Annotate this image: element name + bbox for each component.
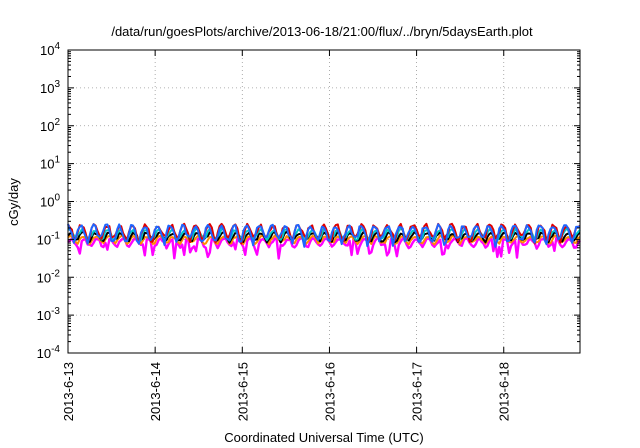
x-axis-label: Coordinated Universal Time (UTC) (224, 430, 423, 445)
y-axis-label: cGy/day (6, 178, 21, 226)
y-tick-label: 10-1 (37, 230, 61, 247)
x-axis: 2013-6-13 2013-6-14 2013-6-15 2013-6-16 2013… (61, 50, 512, 421)
y-tick-label: 101 (40, 155, 60, 172)
x-tick-label: 2013-6-14 (148, 362, 163, 421)
x-tick-label: 2013-6-16 (322, 362, 337, 421)
y-tick-label: 100 (40, 193, 60, 210)
y-tick-label: 103 (40, 79, 60, 96)
y-tick-label: 104 (40, 41, 60, 58)
x-tick-label: 2013-6-13 (61, 362, 76, 421)
y-tick-label: 102 (40, 117, 60, 134)
y-tick-label: 10-4 (37, 344, 61, 361)
grid (68, 50, 580, 353)
series-line (67, 223, 581, 248)
series-line (67, 222, 581, 245)
x-tick-label: 2013-6-18 (497, 362, 512, 421)
series-group (67, 222, 581, 260)
x-tick-label: 2013-6-15 (235, 362, 250, 421)
series-line (67, 236, 581, 260)
chart-title: /data/run/goesPlots/archive/2013-06-18/2… (111, 24, 533, 39)
y-tick-label: 10-2 (37, 268, 61, 285)
x-tick-label: 2013-6-17 (410, 362, 425, 421)
y-axis: 10-4 10-3 10-2 10-1 100 101 102 103 104 (37, 41, 580, 361)
y-tick-label: 10-3 (37, 306, 61, 323)
